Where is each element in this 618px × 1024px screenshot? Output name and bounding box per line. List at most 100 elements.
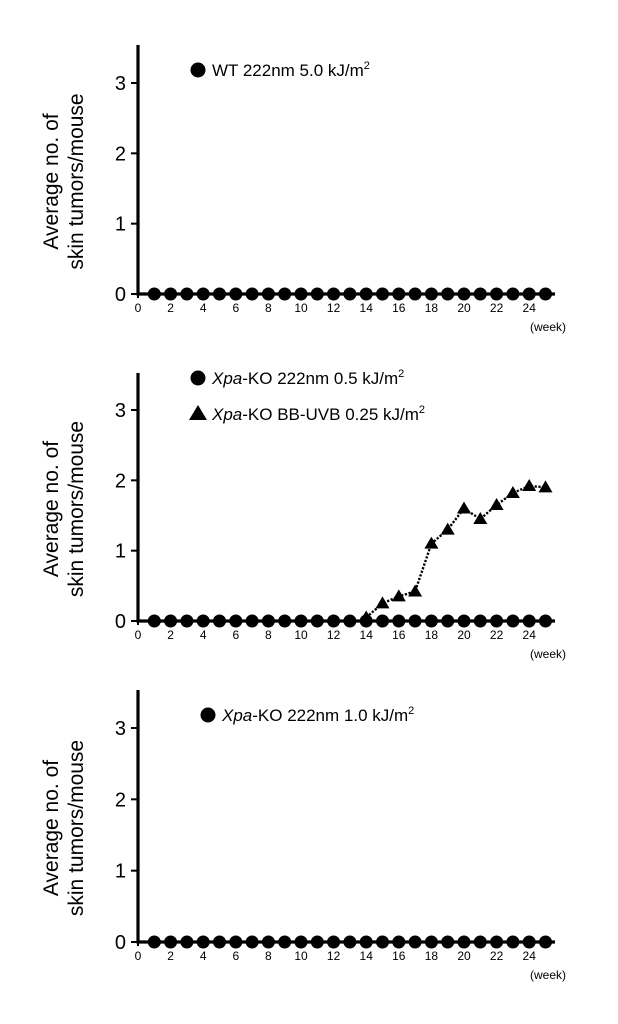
data-point-circle <box>473 614 487 628</box>
x-tick-label: 20 <box>457 628 471 642</box>
x-tick-label: 10 <box>294 628 308 642</box>
data-point-triangle <box>538 480 553 493</box>
x-tick-label: 18 <box>425 949 439 963</box>
data-point-triangle <box>408 584 423 597</box>
y-tick-label: 0 <box>115 284 126 306</box>
y-tick-label: 1 <box>115 214 126 236</box>
y-tick-label: 1 <box>115 541 126 563</box>
x-tick-label: 22 <box>490 628 504 642</box>
y-axis-title-line: skin tumors/mouse <box>65 93 88 269</box>
data-point-circle <box>164 935 178 949</box>
x-tick-label: 22 <box>490 301 504 315</box>
data-point-circle <box>359 287 373 301</box>
data-point-circle <box>278 287 292 301</box>
data-point-circle <box>424 935 438 949</box>
data-point-circle <box>490 287 504 301</box>
data-point-circle <box>392 287 406 301</box>
legend-marker-circle <box>200 707 216 723</box>
data-point-triangle <box>391 589 406 602</box>
data-point-circle <box>506 287 520 301</box>
data-point-circle <box>359 935 373 949</box>
data-point-circle <box>506 614 520 628</box>
data-point-circle <box>473 287 487 301</box>
x-tick-label: 6 <box>232 949 239 963</box>
x-tick-label: 14 <box>360 301 374 315</box>
data-point-circle <box>310 935 324 949</box>
data-point-circle <box>261 614 275 628</box>
y-tick-label: 2 <box>115 143 126 165</box>
data-point-circle <box>245 614 259 628</box>
data-point-circle <box>457 935 471 949</box>
data-point-circle <box>457 614 471 628</box>
series-circle <box>147 935 552 949</box>
data-point-circle <box>229 935 243 949</box>
x-tick-label: 4 <box>200 628 207 642</box>
y-tick-label: 2 <box>115 470 126 492</box>
data-point-circle <box>261 935 275 949</box>
legend-label: WT 222nm 5.0 kJ/m2 <box>212 60 370 80</box>
x-tick-label: 12 <box>327 949 341 963</box>
data-point-triangle <box>424 536 439 549</box>
x-tick-label: 14 <box>360 628 374 642</box>
x-tick-label: 8 <box>265 949 272 963</box>
y-axis-title-line: skin tumors/mouse <box>65 740 88 916</box>
x-tick-label: 2 <box>167 301 174 315</box>
legend-marker-circle <box>190 370 206 386</box>
data-point-circle <box>147 614 161 628</box>
data-point-circle <box>343 287 357 301</box>
data-point-circle <box>196 614 210 628</box>
data-point-triangle <box>359 610 374 623</box>
data-point-circle <box>245 935 259 949</box>
y-axis-title-line: Average no. of <box>40 441 63 577</box>
data-point-circle <box>229 287 243 301</box>
x-tick-label: 18 <box>425 628 439 642</box>
y-tick-label: 3 <box>115 73 126 95</box>
data-point-triangle <box>375 596 390 609</box>
series-line <box>365 484 546 619</box>
series-circle <box>147 614 552 628</box>
y-tick-label: 2 <box>115 789 126 811</box>
x-tick-label: 20 <box>457 949 471 963</box>
data-point-circle <box>408 287 422 301</box>
data-point-circle <box>278 614 292 628</box>
legend-label: Xpa-KO BB-UVB 0.25 kJ/m2 <box>211 404 425 424</box>
x-tick-label: 16 <box>392 301 406 315</box>
x-tick-label: 18 <box>425 301 439 315</box>
data-point-circle <box>147 935 161 949</box>
data-point-circle <box>229 614 243 628</box>
data-point-circle <box>408 935 422 949</box>
x-tick-label: 24 <box>523 301 537 315</box>
data-point-triangle <box>505 485 520 498</box>
data-point-circle <box>376 614 389 628</box>
data-point-triangle <box>489 497 504 510</box>
data-point-circle <box>310 287 324 301</box>
x-tick-label: 4 <box>200 301 207 315</box>
data-point-circle <box>180 287 194 301</box>
data-point-circle <box>245 287 259 301</box>
x-tick-label: 8 <box>265 628 272 642</box>
y-tick-label: 0 <box>115 932 126 954</box>
x-tick-label: 24 <box>523 949 537 963</box>
data-point-circle <box>310 614 324 628</box>
data-point-triangle <box>457 501 471 514</box>
data-point-circle <box>196 935 210 949</box>
x-tick-label: 10 <box>294 949 308 963</box>
data-point-circle <box>424 614 438 628</box>
legend-marker-circle <box>190 62 206 78</box>
x-tick-label: 10 <box>294 301 308 315</box>
legend-marker-triangle <box>189 405 207 420</box>
x-tick-label: 14 <box>360 949 374 963</box>
x-tick-label: 2 <box>167 949 174 963</box>
x-tick-label: 16 <box>392 949 406 963</box>
x-tick-label: 6 <box>232 628 239 642</box>
data-point-circle <box>294 287 308 301</box>
y-tick-label: 3 <box>115 400 126 422</box>
data-point-circle <box>424 287 438 301</box>
data-point-circle <box>196 287 210 301</box>
data-point-circle <box>164 287 178 301</box>
data-point-circle <box>180 614 194 628</box>
y-axis-title-line: Average no. of <box>40 113 63 249</box>
